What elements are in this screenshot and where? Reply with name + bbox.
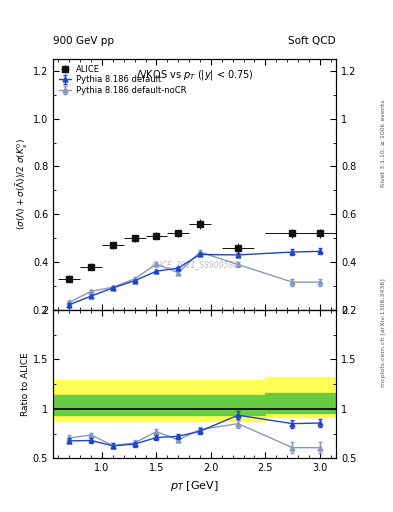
- Y-axis label: $(\sigma(\Lambda)+\sigma(\bar{\Lambda}))/2\ \sigma(K^0_s)$: $(\sigma(\Lambda)+\sigma(\bar{\Lambda}))…: [15, 138, 30, 230]
- Y-axis label: Ratio to ALICE: Ratio to ALICE: [21, 352, 30, 416]
- X-axis label: $p_T$ [GeV]: $p_T$ [GeV]: [170, 479, 219, 493]
- Text: $\Lambda$/KOS vs $p_T$ ($|y|$ < 0.75): $\Lambda$/KOS vs $p_T$ ($|y|$ < 0.75): [136, 68, 253, 82]
- Text: Rivet 3.1.10, ≥ 100k events: Rivet 3.1.10, ≥ 100k events: [381, 99, 386, 187]
- Text: mcplots.cern.ch [arXiv:1306.3436]: mcplots.cern.ch [arXiv:1306.3436]: [381, 279, 386, 387]
- Text: Soft QCD: Soft QCD: [288, 36, 336, 46]
- Legend: ALICE, Pythia 8.186 default, Pythia 8.186 default-noCR: ALICE, Pythia 8.186 default, Pythia 8.18…: [57, 63, 188, 97]
- Text: 900 GeV pp: 900 GeV pp: [53, 36, 114, 46]
- Text: ALICE_2011_S8909580: ALICE_2011_S8909580: [151, 260, 239, 269]
